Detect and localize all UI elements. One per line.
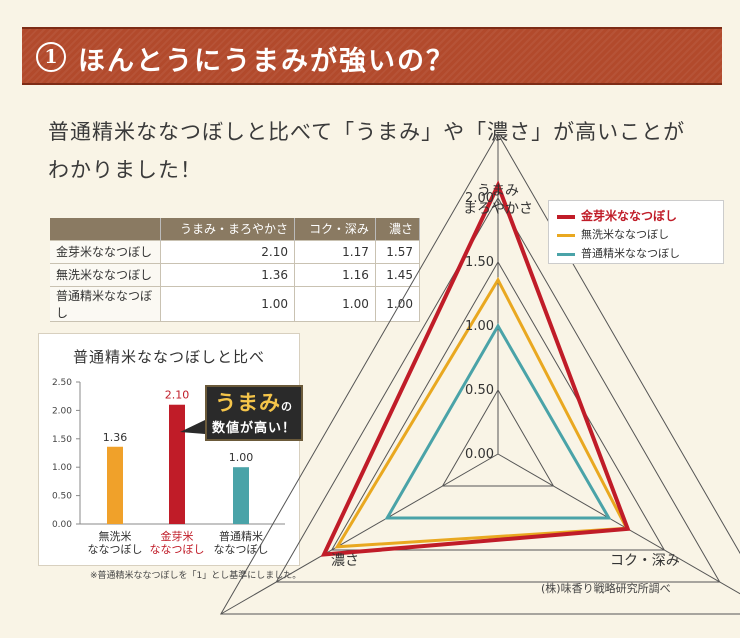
table-cell: 1.16 [294,263,376,287]
radar-spoke [497,453,740,595]
bar-y-tick-label: 1.00 [52,463,72,473]
legend-swatch [557,233,575,237]
lead-line-2: わかりました！ [48,158,202,182]
bar-y-tick-label: 1.50 [52,435,72,445]
radar-legend: 金芽米ななつぼし 無洗米ななつぼし 普通精米ななつぼし [548,200,724,264]
table-row-label: 無洗米ななつぼし [50,263,161,287]
bar-y-tick-label: 2.00 [52,406,72,416]
source-credit: (株)味香り戦略研究所調べ [541,582,671,595]
radar-tick-label: 0.50 [465,383,494,398]
footnote: ※普通精米ななつぼしを「1」とし基準にしました。 [90,571,302,581]
legend-label: 金芽米ななつぼし [581,209,678,223]
radar-series-line [334,276,629,549]
callout-big-text: うまみ [215,390,281,415]
bar-value-label: 1.36 [103,431,128,444]
radar-axis-label: 濃さ [331,553,359,569]
radar-spoke [220,453,499,615]
radar-series-line [384,323,612,520]
bar-category-label: ななつぼし [214,543,269,556]
legend-item: 普通精米ななつぼし [557,245,680,261]
table-header-row: うまみ・まろやかさ コク・深み 濃さ [50,218,421,240]
bar [107,446,123,524]
radar-outer-frame [220,132,740,615]
bar-category-label: 無洗米 [99,529,132,543]
radar-axis-label: まろやかさ [463,201,533,217]
bar-y-tick-label: 2.50 [52,378,72,388]
table-header-cell: コク・深み [294,218,376,240]
table-row: 普通精米ななつぼし 1.00 1.00 1.00 [50,286,421,322]
callout-headline: うまみの [207,387,301,417]
table-row-label: 普通精米ななつぼし [50,286,161,322]
banner-title: ほんとうにうまみが強いの？ [78,46,455,77]
radar-grid-ring [441,388,555,487]
bar-y-tick-label: 0.50 [52,492,72,502]
table-header-cell: 濃さ [375,218,421,240]
legend-item: 金芽米ななつぼし [557,207,677,224]
table-cell: 1.17 [294,239,376,264]
lead-line-1: 普通精米ななつぼしと比べて「うまみ」や「濃さ」が高いことが [48,120,686,144]
bar-category-label: ななつぼし [150,543,205,556]
table-row-label: 金芽米ななつぼし [50,239,161,264]
table-cell: 1.00 [160,286,295,322]
table-cell: 2.10 [160,239,295,264]
section-number-badge: 1 [36,42,66,72]
legend-item: 無洗米ななつぼし [557,226,669,242]
table-row: 金芽米ななつぼし 2.10 1.17 1.57 [50,239,421,264]
table-row: 無洗米ななつぼし 1.36 1.16 1.45 [50,263,421,287]
legend-swatch [557,252,575,256]
callout-pointer [180,420,205,434]
lead-text: 普通精米ななつぼしと比べて「うまみ」や「濃さ」が高いことが わかりました！ [48,113,708,189]
radar-grid-ring [275,197,721,583]
bar-category-label: 金芽米 [161,529,194,543]
radar-series-line [320,180,631,557]
bar-chart-title: 普通精米ななつぼしと比べ [72,348,265,366]
callout-particle: の [281,400,293,413]
title-banner: 1 ほんとうにうまみが強いの？ [22,27,722,85]
bar-category-label: 普通精米 [219,529,263,543]
callout-subtext: 数値が高い！ [211,421,296,436]
table-cell: 1.36 [160,263,295,287]
table-header-cell: うまみ・まろやかさ [160,218,295,240]
radar-tick-label: 2.00 [465,191,494,206]
bar-value-label: 2.10 [165,389,190,402]
radar-axis-label: コク・深み [610,553,680,569]
radar-tick-label: 1.50 [465,255,494,270]
bar [169,404,185,524]
radar-tick-label: 0.00 [465,447,494,462]
bar-value-label: 1.00 [229,451,254,464]
legend-label: 普通精米ななつぼし [581,247,680,260]
bar [233,467,249,524]
umami-callout: うまみの 数値が高い！ [205,385,303,441]
radar-axis-label: うまみ [477,183,519,199]
comparison-table: うまみ・まろやかさ コク・深み 濃さ 金芽米ななつぼし 2.10 1.17 1.… [50,218,421,322]
legend-swatch [557,214,575,219]
table-cell: 1.00 [294,286,376,322]
bar-y-tick-label: 0.00 [52,520,72,530]
table-cell: 1.45 [375,263,421,287]
table-cell: 1.00 [375,286,421,322]
radar-tick-label: 1.00 [465,319,494,334]
legend-label: 無洗米ななつぼし [581,228,669,241]
table-header-cell [50,218,161,240]
bar-category-label: ななつぼし [88,543,143,556]
table-cell: 1.57 [375,239,421,264]
